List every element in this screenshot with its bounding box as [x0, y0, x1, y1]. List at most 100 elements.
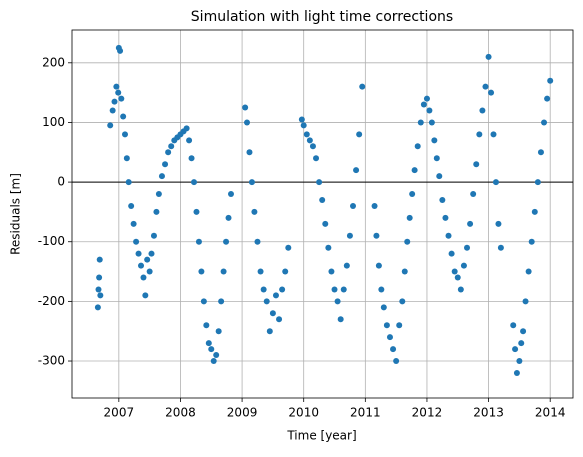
- y-tick-label: -100: [38, 234, 65, 248]
- point: [534, 179, 541, 186]
- y-tick-label: 200: [42, 55, 65, 69]
- point: [513, 369, 520, 376]
- point: [340, 286, 347, 293]
- point: [117, 47, 124, 54]
- point: [97, 292, 104, 299]
- point: [269, 310, 276, 317]
- point: [386, 334, 393, 341]
- point: [121, 131, 128, 138]
- point: [460, 262, 467, 269]
- x-tick-label: 2009: [227, 406, 258, 420]
- point: [94, 304, 101, 311]
- point: [251, 208, 258, 215]
- x-tick-label: 2013: [473, 406, 504, 420]
- point: [142, 292, 149, 299]
- point: [428, 119, 435, 126]
- point: [123, 155, 130, 162]
- point: [497, 244, 504, 251]
- point: [518, 340, 525, 347]
- point: [128, 202, 135, 209]
- point: [113, 83, 120, 90]
- point: [244, 119, 251, 126]
- point: [225, 214, 232, 221]
- x-axis-label: Time [year]: [286, 429, 356, 443]
- point: [120, 113, 127, 120]
- point: [337, 316, 344, 323]
- point: [390, 346, 397, 353]
- point: [155, 191, 162, 198]
- point: [223, 238, 230, 245]
- point: [205, 340, 212, 347]
- point: [144, 256, 151, 263]
- point: [260, 286, 267, 293]
- point: [133, 238, 140, 245]
- point: [359, 83, 366, 90]
- point: [488, 89, 495, 96]
- point: [404, 238, 411, 245]
- point: [467, 220, 474, 227]
- x-tick-label: 2007: [104, 406, 135, 420]
- point: [378, 286, 385, 293]
- point: [186, 137, 193, 144]
- x-tick-label: 2012: [412, 406, 443, 420]
- y-tick-label: 0: [57, 175, 65, 189]
- point: [276, 316, 283, 323]
- point: [306, 137, 313, 144]
- point: [516, 358, 523, 365]
- point: [203, 322, 210, 329]
- point: [303, 131, 310, 138]
- point: [168, 143, 175, 150]
- x-tick-label: 2008: [165, 406, 196, 420]
- point: [411, 167, 418, 174]
- point: [373, 232, 380, 239]
- point: [431, 137, 438, 144]
- point: [95, 286, 102, 293]
- point: [272, 292, 279, 299]
- point: [346, 232, 353, 239]
- point: [96, 274, 103, 281]
- point: [135, 250, 142, 257]
- point: [107, 122, 114, 129]
- point: [439, 196, 446, 203]
- point: [285, 244, 292, 251]
- point: [442, 214, 449, 221]
- point: [531, 208, 538, 215]
- point: [331, 286, 338, 293]
- point: [263, 298, 270, 305]
- point: [522, 298, 529, 305]
- chart-title: Simulation with light time corrections: [191, 9, 453, 25]
- point: [479, 107, 486, 114]
- point: [298, 116, 305, 123]
- point: [445, 232, 452, 239]
- point: [375, 262, 382, 269]
- point: [356, 131, 363, 138]
- point: [325, 244, 332, 251]
- point: [208, 346, 215, 353]
- point: [188, 155, 195, 162]
- point: [195, 238, 202, 245]
- point: [140, 274, 147, 281]
- point: [246, 149, 253, 156]
- point: [520, 328, 527, 335]
- point: [118, 95, 125, 102]
- point: [380, 304, 387, 311]
- point: [512, 346, 519, 353]
- point: [464, 244, 471, 251]
- point: [547, 77, 554, 84]
- point: [401, 268, 408, 275]
- y-tick-label: -300: [38, 354, 65, 368]
- point: [279, 286, 286, 293]
- point: [193, 208, 200, 215]
- point: [96, 256, 103, 263]
- point: [210, 358, 217, 365]
- point: [417, 119, 424, 126]
- point: [343, 262, 350, 269]
- point: [220, 268, 227, 275]
- point: [148, 250, 155, 257]
- point: [451, 268, 458, 275]
- point: [528, 238, 535, 245]
- point: [420, 101, 427, 108]
- point: [409, 191, 416, 198]
- point: [215, 328, 222, 335]
